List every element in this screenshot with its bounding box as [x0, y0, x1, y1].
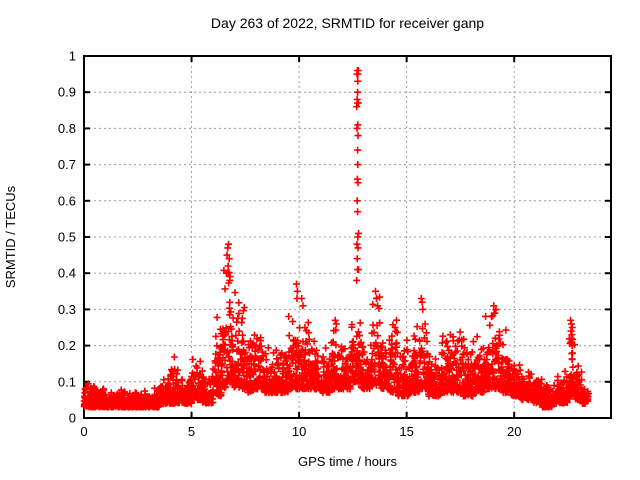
- x-tick-label: 5: [188, 424, 195, 439]
- y-tick-label: 0.7: [58, 157, 76, 172]
- data-points: [80, 67, 592, 411]
- y-tick-label: 0.5: [58, 230, 76, 245]
- y-tick-label: 0.2: [58, 338, 76, 353]
- y-tick-label: 0.3: [58, 302, 76, 317]
- y-tick-label: 0.8: [58, 121, 76, 136]
- y-tick-label: 1: [69, 49, 76, 64]
- y-tick-label: 0.6: [58, 193, 76, 208]
- y-tick-label: 0.9: [58, 85, 76, 100]
- x-tick-label: 0: [80, 424, 87, 439]
- y-axis-label: SRMTID / TECUs: [3, 185, 18, 288]
- x-tick-label: 10: [292, 424, 306, 439]
- axis-ticks: [83, 55, 611, 419]
- y-tick-label: 0.1: [58, 374, 76, 389]
- x-axis-label: GPS time / hours: [298, 454, 397, 469]
- x-tick-label: 15: [399, 424, 413, 439]
- chart-title: Day 263 of 2022, SRMTID for receiver gan…: [211, 15, 484, 31]
- y-tick-label: 0: [69, 411, 76, 426]
- axis-tick-labels: 00.10.20.30.40.50.60.70.80.910 5 10 15 20: [58, 49, 522, 440]
- x-tick-label: 20: [507, 424, 521, 439]
- y-tick-label: 0.4: [58, 266, 76, 281]
